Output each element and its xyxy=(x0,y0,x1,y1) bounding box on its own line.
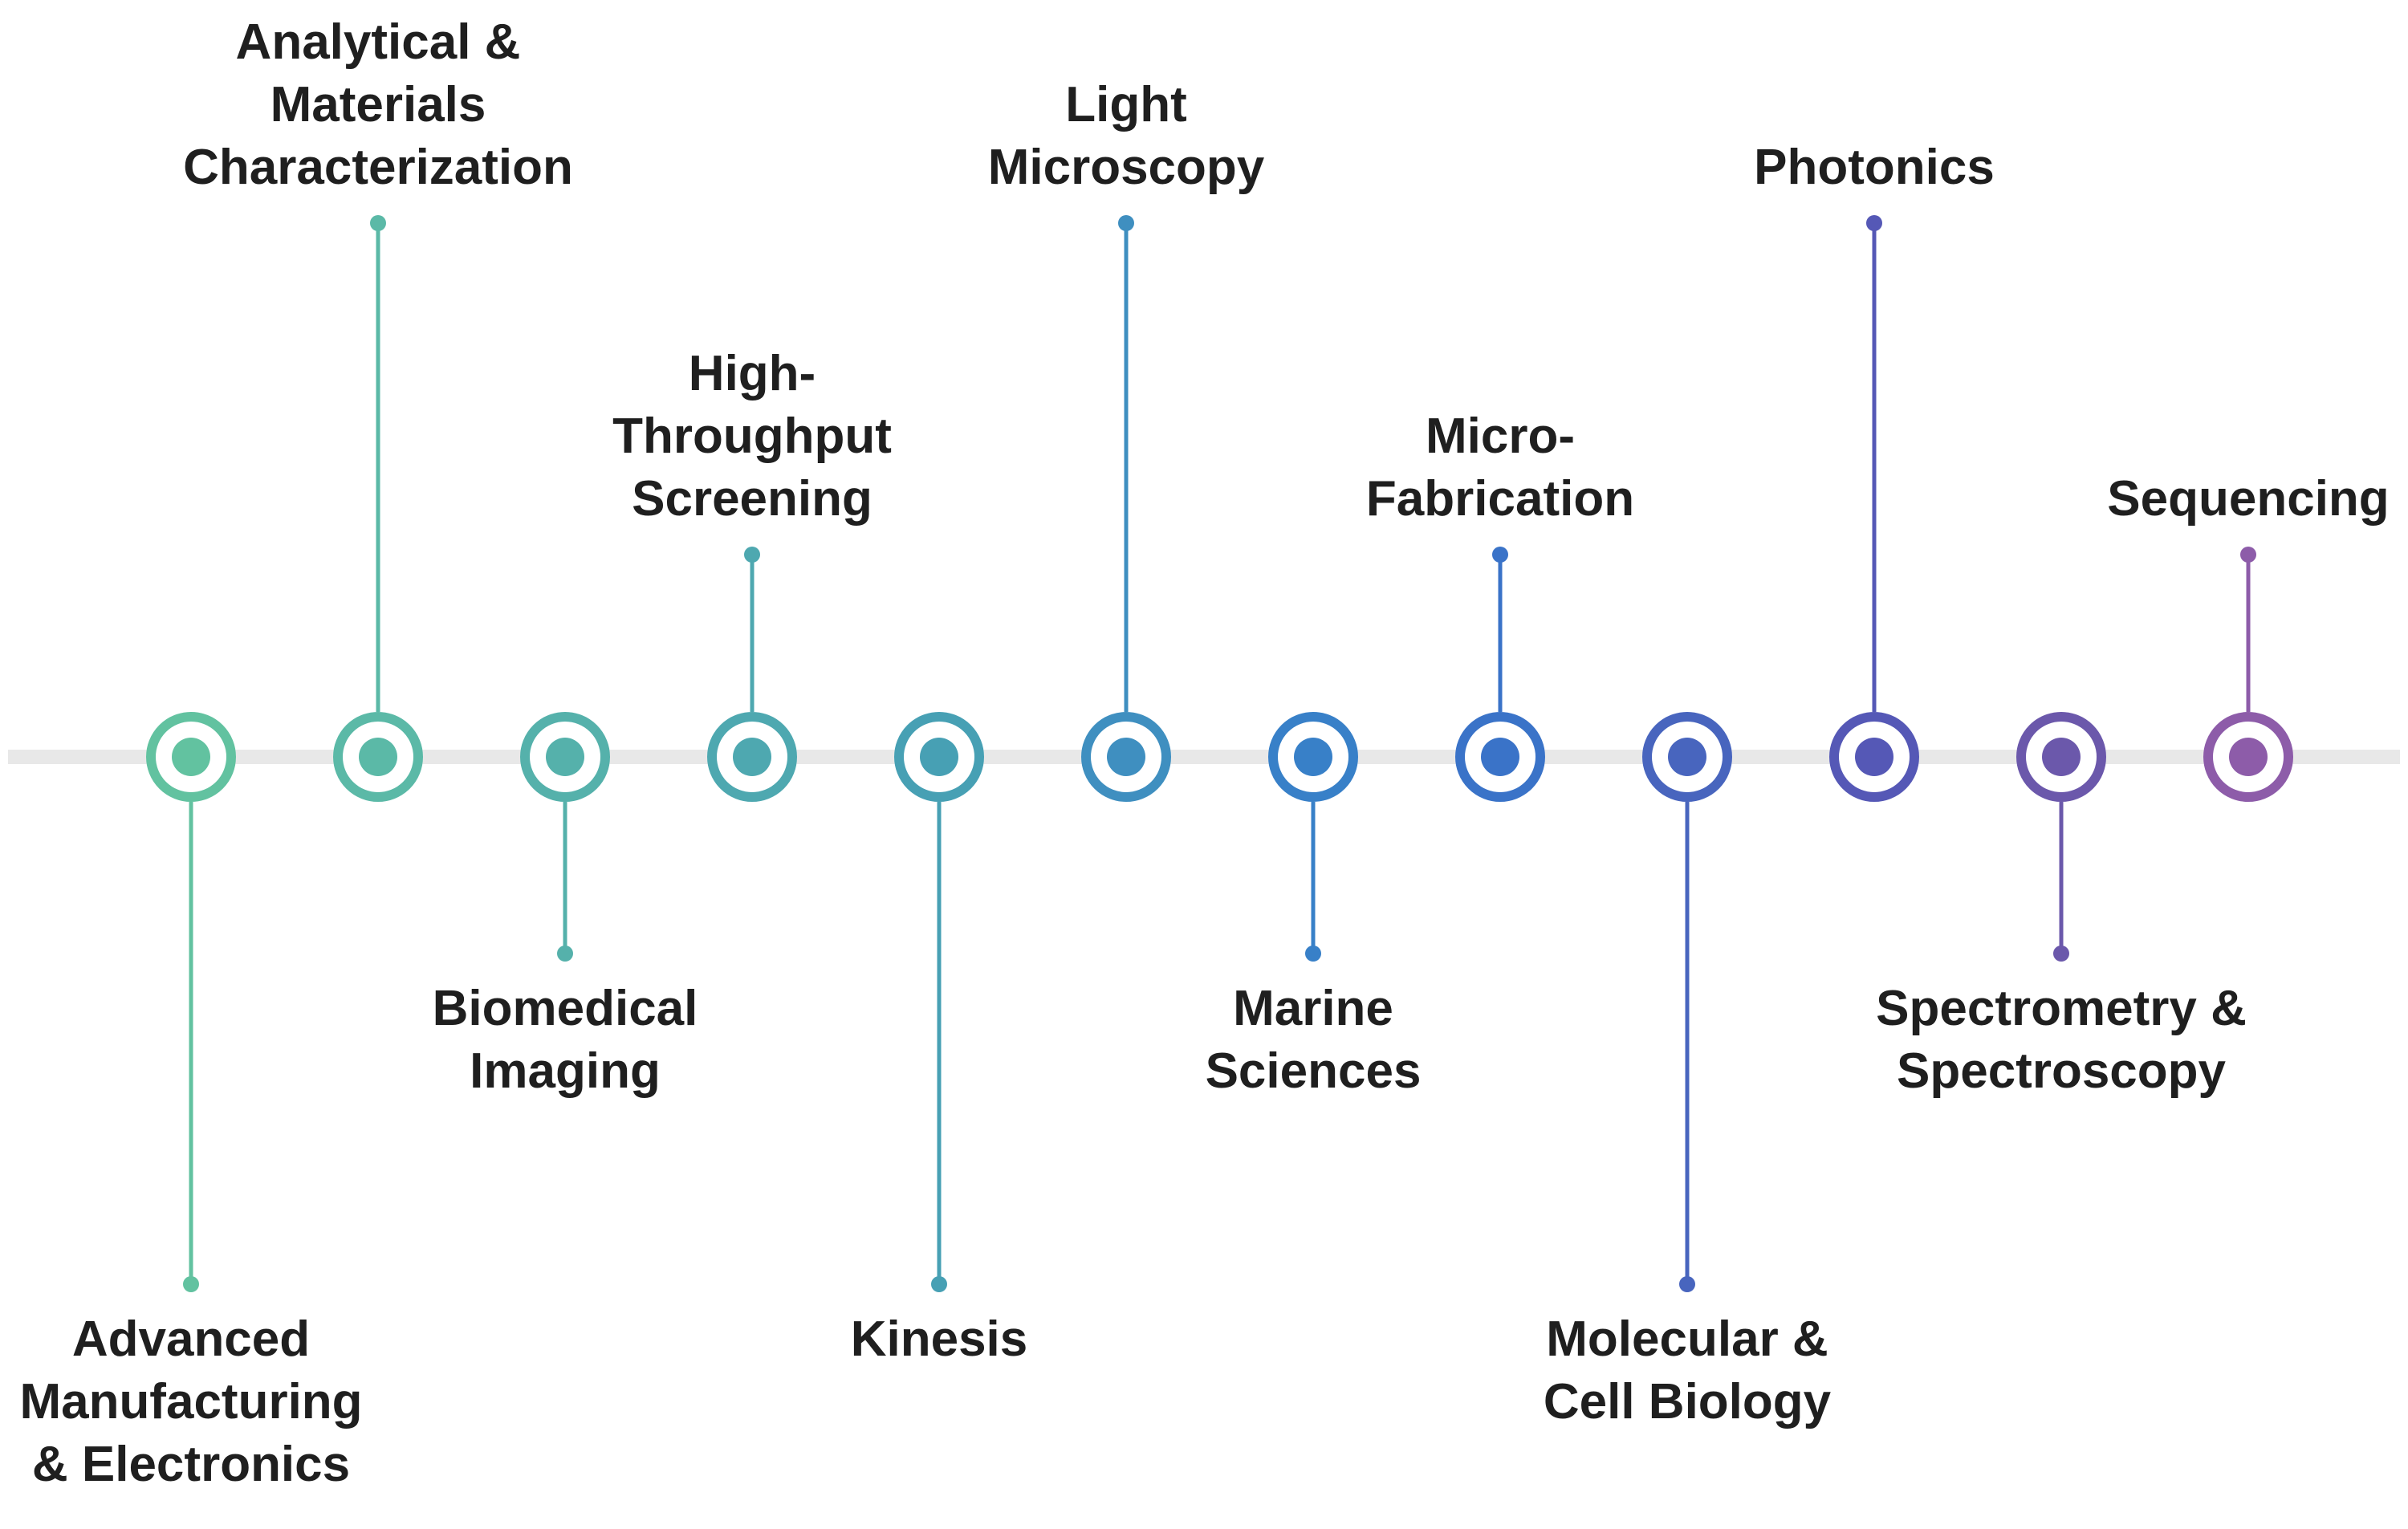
node-marker-center xyxy=(1481,738,1519,776)
node-label: Analytical & Materials Characterization xyxy=(183,14,573,195)
timeline-node xyxy=(1642,712,1732,1292)
node-marker-center xyxy=(920,738,958,776)
node-marker-center xyxy=(359,738,397,776)
node-label: High- Throughput Screening xyxy=(612,346,892,527)
stem-end-dot xyxy=(1118,215,1134,231)
node-marker-center xyxy=(1668,738,1706,776)
node-marker-ring xyxy=(1829,712,1919,802)
timeline-node xyxy=(707,547,797,802)
node-label: Sequencing xyxy=(2107,471,2390,527)
stem-end-dot xyxy=(931,1276,947,1292)
node-label: Light Microscopy xyxy=(987,77,1265,195)
node-marker-ring xyxy=(333,712,423,802)
timeline-node xyxy=(1455,547,1545,802)
stem-end-dot xyxy=(2053,945,2069,962)
node-marker-center xyxy=(546,738,584,776)
node-marker-ring xyxy=(1455,712,1545,802)
node-marker-center xyxy=(172,738,210,776)
stem-end-dot xyxy=(744,547,760,563)
node-marker-ring xyxy=(894,712,984,802)
node-marker-center xyxy=(1107,738,1145,776)
node-label: Spectrometry & Spectroscopy xyxy=(1876,981,2247,1099)
timeline-node xyxy=(146,712,236,1292)
node-label: Biomedical Imaging xyxy=(432,981,698,1099)
node-label: Molecular & Cell Biology xyxy=(1543,1311,1832,1429)
node-marker-ring xyxy=(1268,712,1358,802)
node-marker-center xyxy=(2229,738,2268,776)
stem-end-dot xyxy=(1866,215,1882,231)
node-marker-ring xyxy=(146,712,236,802)
node-marker-ring xyxy=(520,712,610,802)
node-marker-center xyxy=(1855,738,1893,776)
stem-end-dot xyxy=(1492,547,1508,563)
node-marker-center xyxy=(1294,738,1332,776)
node-marker-center xyxy=(2042,738,2081,776)
stem-end-dot xyxy=(557,945,573,962)
timeline-node xyxy=(333,215,423,802)
stem-end-dot xyxy=(1305,945,1321,962)
stem-end-dot xyxy=(2240,547,2256,563)
node-label: Photonics xyxy=(1754,140,1995,195)
timeline-node xyxy=(2016,712,2106,962)
node-marker-ring xyxy=(2203,712,2293,802)
node-marker-ring xyxy=(2016,712,2106,802)
node-marker-ring xyxy=(1081,712,1171,802)
timeline-node xyxy=(1268,712,1358,962)
timeline-node xyxy=(520,712,610,962)
stem-end-dot xyxy=(183,1276,199,1292)
node-marker-ring xyxy=(1642,712,1732,802)
timeline-node xyxy=(2203,547,2293,802)
node-label: Kinesis xyxy=(850,1311,1028,1367)
stem-end-dot xyxy=(1679,1276,1695,1292)
stem-end-dot xyxy=(370,215,386,231)
node-label: Marine Sciences xyxy=(1205,981,1422,1099)
timeline-node xyxy=(894,712,984,1292)
node-label: Micro- Fabrication xyxy=(1365,409,1635,527)
node-label: Advanced Manufacturing & Electronics xyxy=(19,1311,363,1492)
timeline-node xyxy=(1829,215,1919,802)
node-marker-center xyxy=(733,738,771,776)
node-marker-ring xyxy=(707,712,797,802)
timeline-node xyxy=(1081,215,1171,802)
